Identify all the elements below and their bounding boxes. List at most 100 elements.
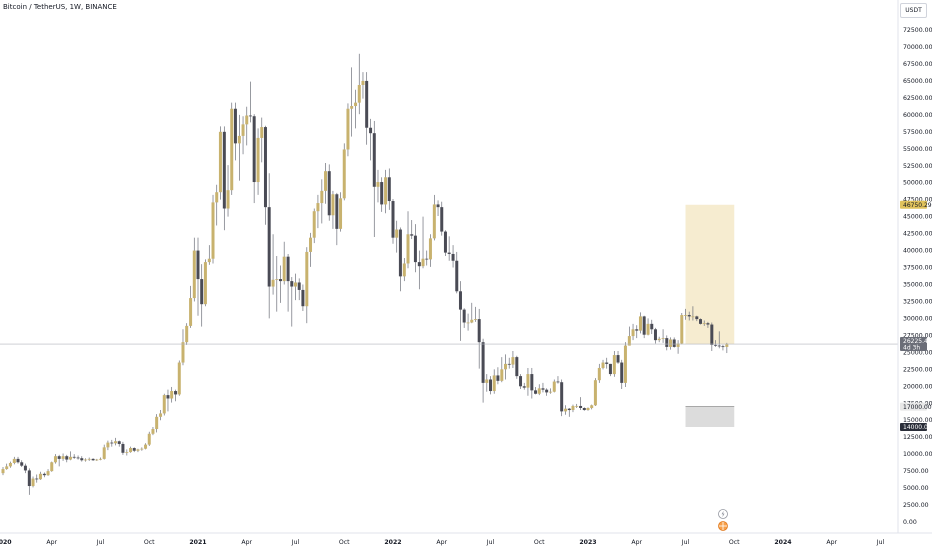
candle [237,114,241,181]
candle [668,337,672,350]
candle-body-up [215,192,219,203]
candle [335,192,339,246]
candle-body-up [657,338,661,341]
price-tick-label: 20000.00 [903,383,932,390]
candle-body-down [27,470,31,487]
time-axis: 2020 Apr Jul Oct 2021 Apr Jul Oct 2022 Apr Jul Oct 2… [0,539,885,546]
candle-body-up [676,343,680,347]
candle [504,354,508,380]
candle [23,463,27,474]
candle [567,408,571,417]
candle [489,376,492,395]
candle [136,448,140,453]
candle-body-up [376,182,380,187]
time-tick-label: Jul [876,539,885,546]
candle-body-up [155,416,159,430]
candle-body-down [35,478,39,480]
candle [170,386,174,403]
time-tick-label: Oct [534,539,545,546]
candle [485,374,489,392]
candle [166,389,170,412]
candle-body-up [601,362,605,368]
candle [80,456,84,462]
candle-body-up [492,375,496,392]
price-tick-label: 22500.00 [903,366,932,373]
price-tick-label: 50000.00 [903,180,932,187]
candle-body-down [567,408,571,411]
candle-body-down [425,258,429,260]
price-tick-label: 60000.00 [903,112,932,119]
candle-body-up [305,251,309,307]
candle-body-up [406,234,410,264]
candle [20,460,24,468]
candle [76,455,80,460]
currency-selector-button[interactable]: USDT [900,3,927,18]
support-zone[interactable] [685,406,735,427]
candle-body-up [680,315,684,344]
candle [218,126,222,200]
candle [623,342,627,387]
candle [177,360,181,396]
candle-body-down [80,458,84,461]
candle-body-up [136,449,140,451]
candle-body-down [391,201,395,238]
candle-body-down [545,389,549,393]
candle-body-up [725,344,729,347]
candle [477,308,481,369]
candle-body-down [665,338,669,347]
candle-body-up [61,456,65,459]
current-price-tag-bg [900,337,927,352]
candle-body-down [507,363,511,365]
candle [305,247,309,324]
lightning-event-icon[interactable] [718,509,728,519]
candle-body-up [421,258,425,267]
candle [140,447,144,451]
candle-body-down [687,315,691,317]
candle [593,378,597,406]
candle [61,453,65,461]
time-tick-label: 2022 [384,539,401,546]
candle [549,388,553,394]
price-tick-label: 27500.00 [903,332,932,339]
price-tick-label: 32500.00 [903,298,932,305]
candle [181,329,185,366]
candle [162,393,166,416]
candle-body-up [38,473,42,480]
candle [57,454,61,467]
price-tick-label: 12500.00 [903,434,932,441]
price-tick-label: 25000.00 [903,349,932,356]
candle [102,444,106,460]
candle-body-up [31,478,35,487]
candle-body-up [316,203,320,212]
candle [691,306,695,321]
event-markers[interactable] [718,509,728,531]
candle [297,278,301,301]
price-tick-label: 5000.00 [903,485,929,492]
candle [586,407,590,411]
candle-body-down [166,395,170,399]
candle [462,308,466,328]
support-upper-tag-label: 17000.00 [903,404,932,411]
projection-zone[interactable] [685,204,735,345]
candle [552,379,556,393]
candle [27,468,31,495]
candle [245,106,249,146]
candle-body-up [203,262,207,305]
candle-countdown-label: 4d 3h [903,345,920,352]
candle [612,351,616,377]
candle-body-up [552,381,556,392]
candle-body-down [481,342,485,383]
time-tick-label: Oct [729,539,740,546]
price-tick-label: 7500.00 [903,468,929,475]
candle [725,342,729,354]
candle [398,227,402,292]
time-tick-label: Jul [291,539,300,546]
candle [616,351,620,364]
candle [286,253,290,312]
candle-body-up [661,338,665,339]
candle [35,474,39,483]
candle-body-up [357,85,361,103]
dividend-event-icon[interactable] [718,521,728,531]
